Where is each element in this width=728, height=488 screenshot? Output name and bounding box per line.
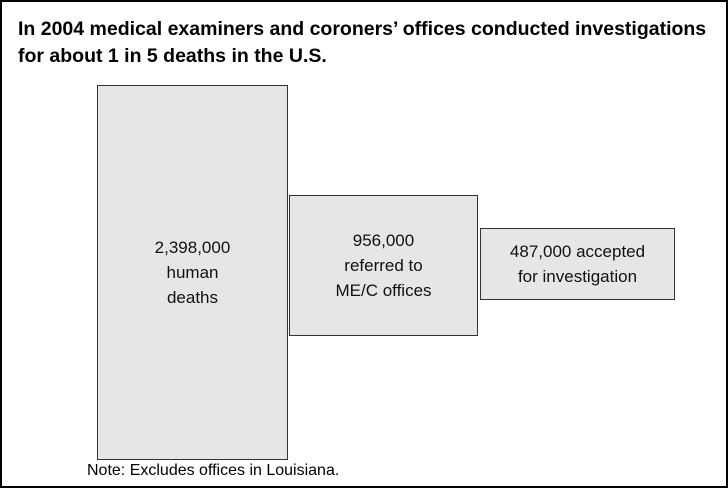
box-line: human: [166, 263, 219, 282]
box-line: ME/C offices: [335, 281, 432, 300]
box-line: deaths: [166, 288, 219, 307]
box-line: 487,000 accepted: [509, 242, 646, 261]
box: 487,000 accepted for investigation: [480, 228, 675, 300]
title: In 2004 medical examiners and coroners’ …: [18, 18, 707, 67]
box: 956,000 referred to ME/C offices: [289, 195, 478, 336]
note: Note: Excludes offices in Louisiana.: [87, 462, 340, 479]
box-line: 2,398,000: [154, 238, 231, 257]
box-line: referred to: [344, 256, 423, 275]
box-line: for investigation: [517, 267, 638, 286]
box-line: 956,000: [352, 231, 415, 250]
box: 2,398,000 human deaths: [97, 85, 288, 460]
